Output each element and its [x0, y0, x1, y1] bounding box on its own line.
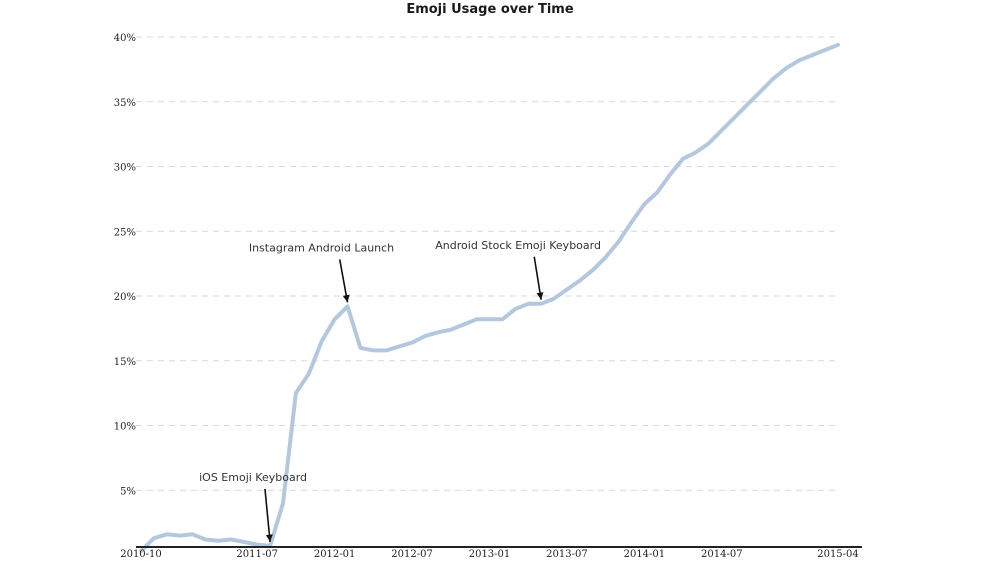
annotation-arrowhead — [536, 292, 544, 300]
chart-title: Emoji Usage over Time — [406, 2, 574, 17]
series-layer — [139, 42, 840, 554]
y-tick-label: 30% — [114, 163, 136, 174]
annotation-arrowhead — [265, 534, 273, 542]
y-tick-label: 20% — [114, 292, 136, 303]
annotation-arrow — [338, 259, 349, 303]
x-tick-label: 2013-07 — [546, 549, 588, 560]
annotation-label: Instagram Android Launch — [249, 241, 394, 254]
x-tick-label: 2013-01 — [469, 549, 511, 560]
annotations: iOS Emoji Keyboard Instagram Android Laun… — [199, 239, 601, 543]
x-tick-label: 2012-01 — [314, 549, 356, 560]
x-tick-label: 2015-04 — [817, 549, 859, 560]
y-tick-label: 25% — [114, 227, 136, 238]
y-tick-label: 10% — [114, 422, 136, 433]
x-tick-label: 2014-07 — [701, 549, 743, 560]
x-tick-label: 2012-07 — [391, 549, 433, 560]
annotation-arrow — [264, 488, 271, 543]
x-tick-label: 2011-07 — [236, 549, 278, 560]
series-line — [139, 42, 840, 554]
annotation-arrowhead — [342, 294, 350, 303]
annotation-label: iOS Emoji Keyboard — [199, 471, 307, 484]
y-tick-label: 35% — [114, 98, 136, 109]
annotation-label: Android Stock Emoji Keyboard — [435, 239, 601, 252]
x-tick-label: 2014-01 — [624, 549, 666, 560]
x-axis-ticks: 2010-10 2011-07 2012-01 2012-07 2013-01 2013-… — [120, 549, 859, 560]
grid-lines — [136, 36, 838, 491]
y-tick-label: 15% — [114, 357, 136, 368]
y-axis-ticks: 5% 10% 15% 20% 25% 30% 35% 40% — [114, 33, 136, 497]
y-tick-label: 5% — [120, 486, 136, 497]
x-tick-label: 2010-10 — [120, 549, 162, 560]
y-tick-label: 40% — [114, 33, 136, 44]
annotation-arrow — [533, 256, 542, 300]
